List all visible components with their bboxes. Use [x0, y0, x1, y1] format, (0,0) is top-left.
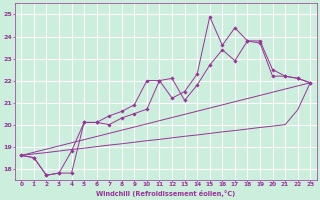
X-axis label: Windchill (Refroidissement éolien,°C): Windchill (Refroidissement éolien,°C)	[96, 190, 236, 197]
